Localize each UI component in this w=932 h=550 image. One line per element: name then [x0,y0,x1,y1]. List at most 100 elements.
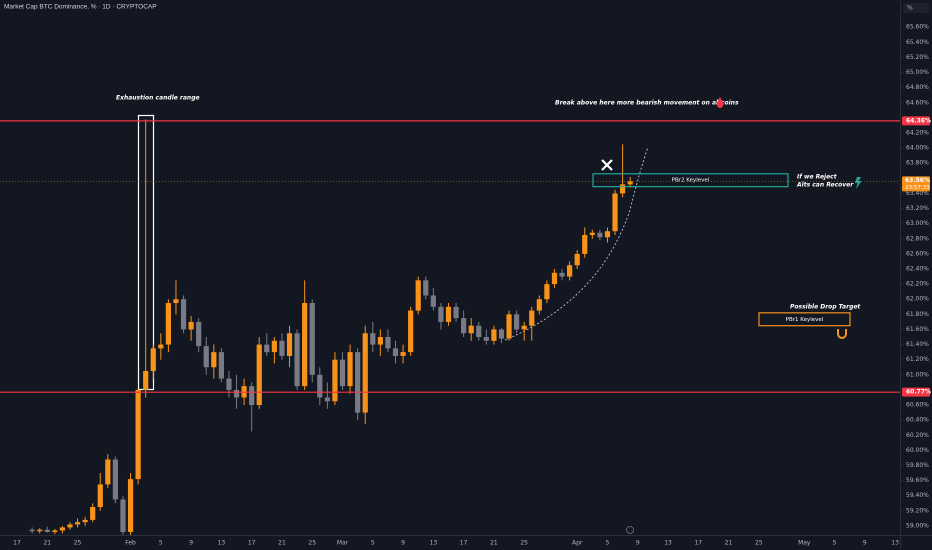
last-price-tag [902,176,930,192]
candle-body [218,352,224,379]
x-tick-label: 9 [189,540,193,547]
x-tick-label: 25 [74,540,82,547]
candle-body [468,325,474,334]
candle-body [355,352,361,413]
y-tick-label: 59.80% [906,462,929,469]
candle-body [589,232,595,236]
last-price-label: 63.56% [905,177,930,184]
candle-body [370,333,376,345]
candle-body [82,519,88,523]
x-tick-label: 25 [520,540,528,547]
level-label: 64.36% [906,117,931,124]
x-mark [601,159,613,171]
candle-body [271,340,277,353]
candle-body [385,337,391,349]
candle-body [211,352,217,368]
candle-body [165,303,171,345]
x-tick-label: 5 [833,540,837,547]
candle-body [392,348,399,356]
candle-body [627,181,633,185]
candle-body [423,280,429,296]
candle-body [180,299,187,330]
candle-body [135,389,141,480]
y-tick-label: 61.80% [906,311,929,318]
candle-body [521,325,527,330]
candle-body [362,333,368,413]
y-tick-label: 64.60% [906,99,929,106]
candle-body [97,484,103,508]
y-tick-label: 59.20% [906,507,929,514]
candle-body [551,272,558,285]
annotation: If we Reject [797,174,838,181]
x-tick-label: 13 [218,540,226,547]
candle-body [196,321,202,347]
candle-body [158,344,164,349]
y-tick-label: 65.40% [906,39,929,46]
level-label: 60.77% [906,389,931,396]
zone-label: PBr1 Keylevel [786,317,824,323]
candle-body [249,386,255,406]
y-tick-label: 61.00% [906,371,929,378]
candle-body [29,529,35,532]
annotation: Exhaustion candle range [116,95,200,102]
key-level-zone [592,173,789,188]
candle-body [52,530,58,532]
candle-body [506,314,512,339]
y-tick-label: 62.60% [906,250,929,257]
candle-body [59,527,66,531]
level-tag [902,387,930,397]
candle-body [529,310,535,326]
candle-body [332,359,338,402]
y-tick-label: 60.20% [906,432,929,439]
candle-body [120,499,126,532]
y-tick-label: 61.40% [906,341,929,348]
x-tick-label: 9 [401,540,405,547]
y-tick-label: 64.00% [906,145,929,152]
y-tick-label: 59.00% [906,522,929,529]
y-tick-label: 65.60% [906,24,929,31]
candle-body [256,344,262,406]
x-tick-label: Apr [572,540,583,547]
y-tick-label: 63.40% [906,190,929,197]
annotation: Possible Drop Target [790,304,861,311]
candle-body [574,253,580,266]
annotation: Break above here more bearish movement o… [555,100,739,107]
x-tick-label: 13 [664,540,672,547]
x-tick-label: 13 [430,540,438,547]
y-tick-label: 59.40% [906,492,929,499]
x-tick-label: 13 [891,540,899,547]
x-tick-label: 21 [278,540,286,547]
y-tick-label: 62.40% [906,266,929,273]
x-tick-label: 25 [308,540,316,547]
candle-body [203,346,209,368]
x-tick-label: May [798,540,811,547]
y-tick-label: 64.20% [906,129,929,136]
candle-body [294,333,300,387]
bolt-icon [855,177,862,189]
candle-body [309,303,315,375]
candle-body [620,184,626,194]
x-tick-label: 9 [636,540,640,547]
candle-body [567,265,573,277]
candle-body [438,306,444,322]
x-tick-label: 5 [159,540,163,547]
candle-body [90,507,96,520]
y-tick-label: 62.80% [906,235,929,242]
key-level-zone [758,312,851,327]
candle-body [347,352,353,387]
candle-body [612,193,618,232]
candle-body [279,340,285,356]
candle-body [37,529,43,532]
candle-body [536,299,542,311]
y-tick-label: 63.20% [906,205,929,212]
candle-body [324,397,330,402]
x-tick-label: 21 [725,540,733,547]
y-tick-label: 60.00% [906,447,929,454]
candle-body [264,344,270,353]
y-tick-label: 62.20% [906,281,929,288]
x-tick-label: Mar [337,540,349,547]
y-tick-label: 60.60% [906,402,929,409]
y-tick-label: 65.00% [906,69,929,76]
